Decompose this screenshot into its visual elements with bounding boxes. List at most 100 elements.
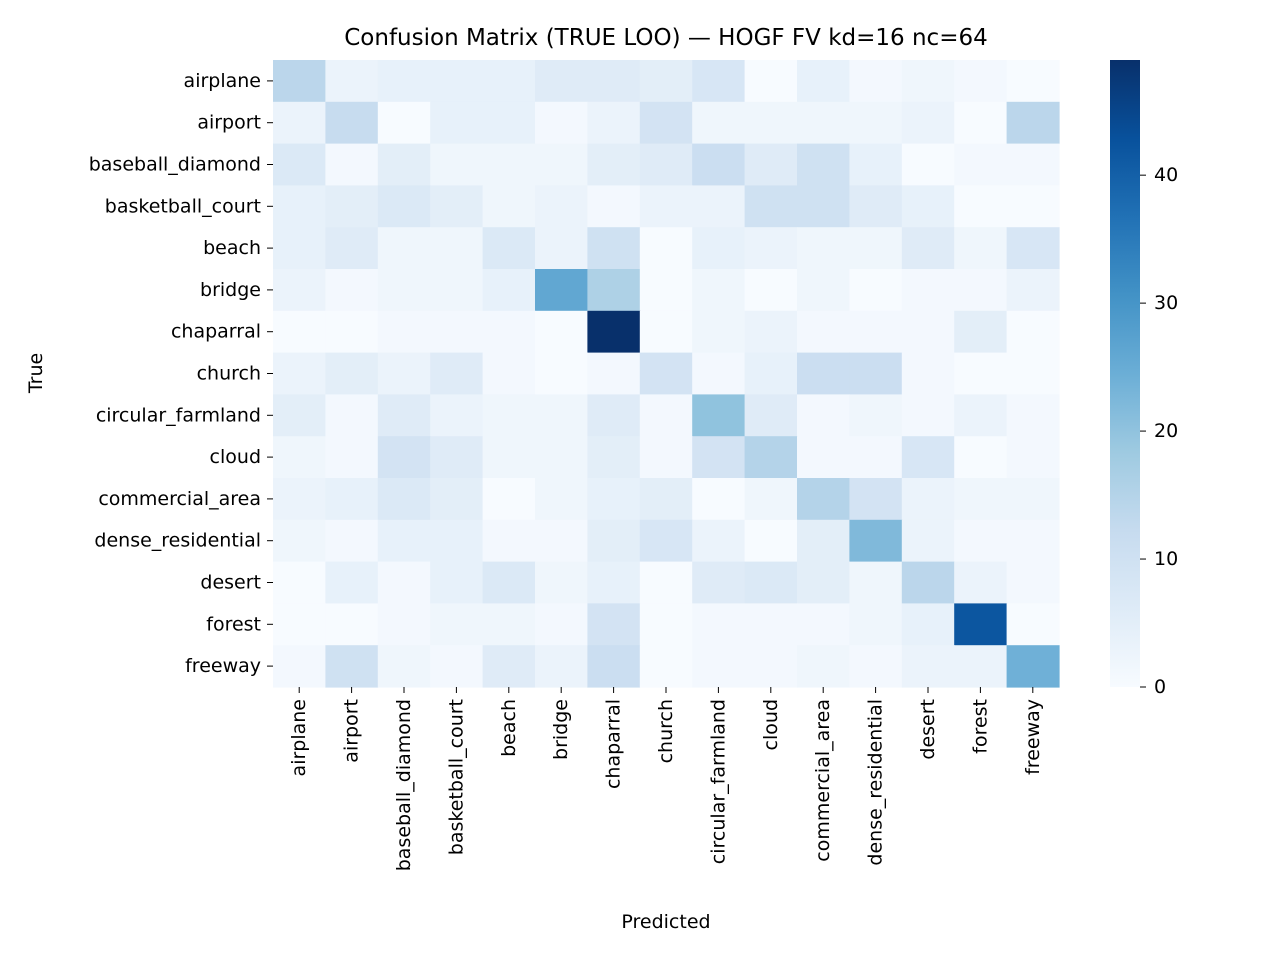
- heatmap-cell: [639, 478, 693, 521]
- heatmap-cell: [587, 478, 641, 521]
- heatmap-cell: [273, 269, 326, 312]
- heatmap-cell: [849, 60, 903, 103]
- row-tick-label: cloud: [210, 446, 261, 468]
- row-tick-label: circular_farmland: [96, 404, 261, 426]
- heatmap-cell: [325, 185, 379, 228]
- heatmap-cell: [273, 561, 326, 604]
- heatmap-cell: [744, 394, 798, 437]
- heatmap-cell: [325, 436, 379, 479]
- heatmap-cell: [273, 60, 326, 103]
- heatmap-cell: [273, 645, 326, 688]
- column-tick-labels: airplane airport baseball_diamond basketbal…: [288, 687, 1044, 871]
- heatmap-cell: [692, 143, 746, 186]
- column-tick-label: bridge: [550, 699, 572, 760]
- row-tick-label: forest: [206, 613, 261, 635]
- heatmap-cell: [692, 310, 746, 354]
- heatmap-cell: [482, 60, 536, 103]
- heatmap-cell: [692, 603, 746, 646]
- heatmap-cell: [797, 310, 850, 354]
- heatmap-cell: [377, 436, 431, 479]
- column-tick-label: dense_residential: [865, 699, 887, 866]
- heatmap-cell: [744, 60, 798, 103]
- heatmap-cell: [901, 519, 955, 563]
- heatmap-cell: [273, 143, 326, 186]
- heatmap-cell: [744, 603, 798, 646]
- heatmap-cell: [587, 269, 641, 312]
- heatmap-cell: [692, 185, 746, 228]
- heatmap-cell: [482, 645, 536, 688]
- heatmap-cell: [901, 603, 955, 646]
- heatmap-cell: [797, 603, 850, 646]
- heatmap-cell: [430, 227, 484, 270]
- heatmap-cell: [482, 310, 536, 354]
- row-tick-label: commercial_area: [98, 488, 261, 510]
- heatmap-cell: [954, 60, 1008, 103]
- heatmap-cell: [430, 269, 484, 312]
- heatmap-cell: [482, 227, 536, 270]
- heatmap-cell: [849, 603, 903, 646]
- heatmap-cell: [849, 519, 903, 563]
- heatmap-cell: [901, 394, 955, 437]
- heatmap-cell: [954, 645, 1008, 688]
- heatmap-cell: [377, 101, 431, 145]
- heatmap-cell: [535, 436, 588, 479]
- heatmap-cell: [797, 143, 850, 186]
- y-axis-label: True: [25, 353, 47, 394]
- row-tick-label: dense_residential: [94, 530, 261, 552]
- heatmap-cell: [325, 603, 379, 646]
- heatmap-cell: [744, 269, 798, 312]
- heatmap-cell: [430, 143, 484, 186]
- heatmap-cell: [639, 101, 693, 145]
- heatmap-cell: [744, 310, 798, 354]
- colorbar-tick-label: 20: [1154, 420, 1178, 442]
- heatmap-cell: [377, 519, 431, 563]
- row-tick-label: airport: [197, 112, 261, 134]
- heatmap-cell: [587, 436, 641, 479]
- heatmap-cell: [325, 310, 379, 354]
- heatmap-cell: [325, 645, 379, 688]
- column-tick-label: forest: [969, 699, 991, 754]
- heatmap-cell: [587, 394, 641, 437]
- heatmap-cell: [849, 143, 903, 186]
- heatmap-cell: [1006, 227, 1060, 270]
- heatmap-cell: [535, 645, 588, 688]
- heatmap-cell: [325, 519, 379, 563]
- heatmap-cell: [482, 185, 536, 228]
- heatmap-cell: [1006, 60, 1060, 103]
- heatmap-cell: [901, 645, 955, 688]
- heatmap-cell: [1006, 101, 1060, 145]
- heatmap-cell: [273, 185, 326, 228]
- column-tick-label: freeway: [1022, 699, 1044, 775]
- heatmap-cell: [587, 185, 641, 228]
- heatmap-cell: [1006, 310, 1060, 354]
- heatmap-cell: [587, 310, 641, 354]
- heatmap-cell: [901, 101, 955, 145]
- heatmap-cell: [639, 185, 693, 228]
- heatmap-cell: [325, 394, 379, 437]
- row-tick-label: basketball_court: [105, 195, 261, 217]
- heatmap-cell: [325, 60, 379, 103]
- heatmap-cell: [901, 143, 955, 186]
- colorbar-tick-label: 0: [1154, 676, 1166, 698]
- heatmap-cell: [692, 436, 746, 479]
- heatmap-cell: [535, 60, 588, 103]
- heatmap-cell: [901, 478, 955, 521]
- heatmap-cell: [482, 269, 536, 312]
- heatmap-cell: [954, 310, 1008, 354]
- heatmap-cell: [901, 185, 955, 228]
- heatmap-cell: [587, 519, 641, 563]
- heatmap-cell: [377, 603, 431, 646]
- heatmap-cell: [797, 269, 850, 312]
- heatmap-cell: [849, 352, 903, 395]
- heatmap-cell: [901, 60, 955, 103]
- heatmap-cell: [430, 352, 484, 395]
- row-tick-label: chaparral: [171, 321, 261, 343]
- column-tick-label: circular_farmland: [707, 699, 729, 864]
- heatmap-cell: [535, 310, 588, 354]
- heatmap-cell: [849, 310, 903, 354]
- column-tick-label: commercial_area: [812, 699, 834, 862]
- heatmap-cell: [744, 519, 798, 563]
- heatmap-cell: [430, 185, 484, 228]
- column-tick-label: desert: [917, 699, 939, 760]
- heatmap-cell: [692, 561, 746, 604]
